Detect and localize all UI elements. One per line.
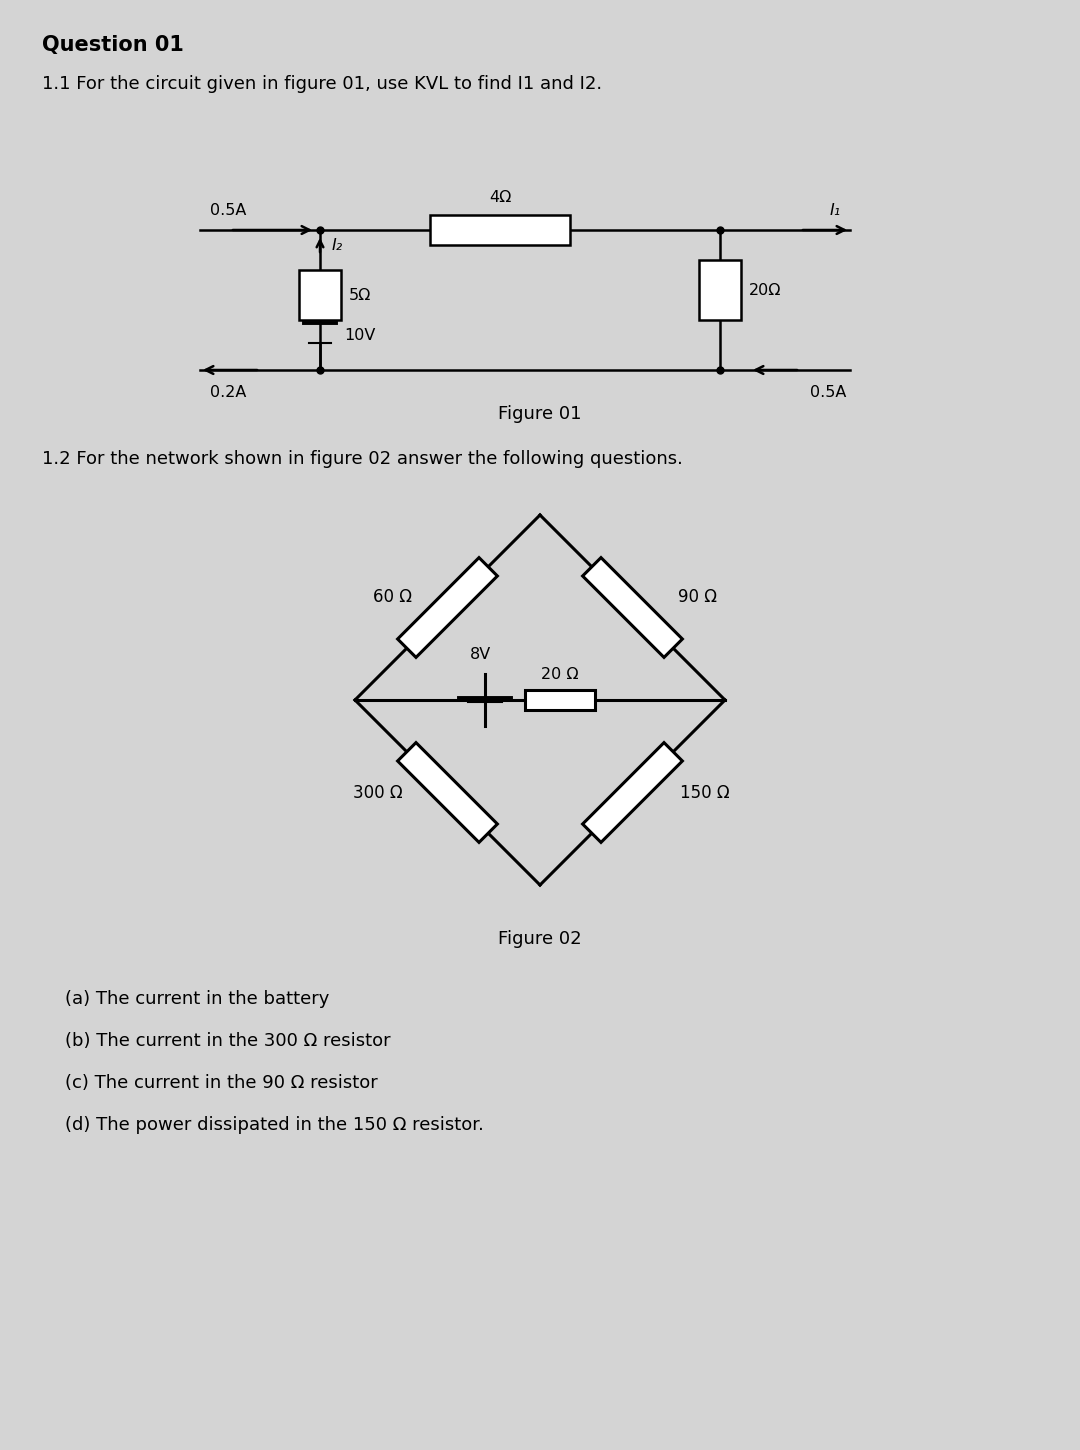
Text: 0.2A: 0.2A bbox=[210, 386, 246, 400]
Bar bbox=[525, 690, 595, 710]
Text: Figure 02: Figure 02 bbox=[498, 929, 582, 948]
Text: 5Ω: 5Ω bbox=[349, 287, 372, 303]
Text: 0.5A: 0.5A bbox=[210, 203, 246, 218]
Text: 20Ω: 20Ω bbox=[750, 283, 782, 297]
Text: 60 Ω: 60 Ω bbox=[373, 589, 411, 606]
Text: 8V: 8V bbox=[470, 647, 490, 663]
Text: (b) The current in the 300 Ω resistor: (b) The current in the 300 Ω resistor bbox=[65, 1032, 391, 1050]
Polygon shape bbox=[397, 742, 498, 842]
Text: I₁: I₁ bbox=[829, 203, 840, 218]
Bar bbox=[430, 215, 570, 245]
Text: 150 Ω: 150 Ω bbox=[679, 783, 729, 802]
Text: 1.2 For the network shown in figure 02 answer the following questions.: 1.2 For the network shown in figure 02 a… bbox=[42, 450, 683, 468]
Text: 4Ω: 4Ω bbox=[489, 190, 511, 204]
Text: 20 Ω: 20 Ω bbox=[541, 667, 579, 681]
Text: Figure 01: Figure 01 bbox=[498, 405, 582, 423]
Text: I₂: I₂ bbox=[332, 238, 343, 252]
Text: 1.1 For the circuit given in figure 01, use KVL to find I1 and I2.: 1.1 For the circuit given in figure 01, … bbox=[42, 75, 603, 93]
Bar bbox=[299, 270, 341, 320]
Text: (a) The current in the battery: (a) The current in the battery bbox=[65, 990, 329, 1008]
Text: 0.5A: 0.5A bbox=[810, 386, 847, 400]
Text: 90 Ω: 90 Ω bbox=[678, 589, 717, 606]
Text: 10V: 10V bbox=[345, 328, 376, 342]
Polygon shape bbox=[582, 742, 683, 842]
Bar bbox=[699, 260, 741, 320]
Polygon shape bbox=[582, 558, 683, 657]
Text: Question 01: Question 01 bbox=[42, 35, 184, 55]
Text: (d) The power dissipated in the 150 Ω resistor.: (d) The power dissipated in the 150 Ω re… bbox=[65, 1116, 484, 1134]
Polygon shape bbox=[397, 558, 498, 657]
Text: (c) The current in the 90 Ω resistor: (c) The current in the 90 Ω resistor bbox=[65, 1074, 378, 1092]
Text: 300 Ω: 300 Ω bbox=[353, 783, 403, 802]
